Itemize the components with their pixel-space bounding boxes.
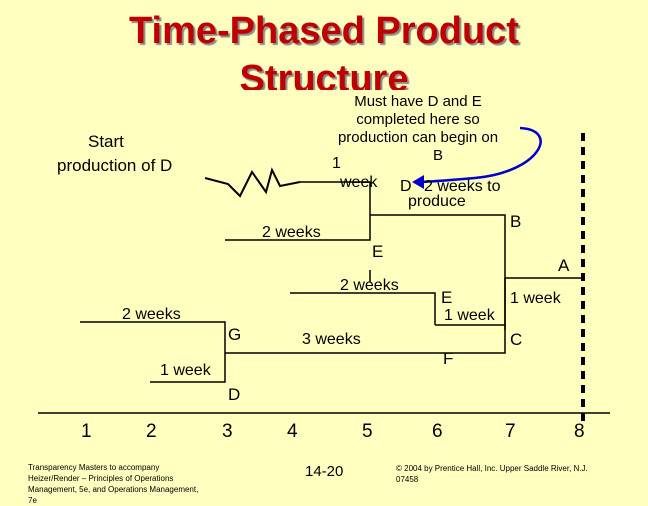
page-title: Time-Phased Product — [129, 10, 519, 52]
d-bottom-label: D — [228, 385, 241, 404]
axis-tick-3: 3 — [222, 421, 233, 442]
e-mid-label: E — [441, 288, 453, 307]
g-label: G — [228, 325, 242, 344]
a-label: A — [558, 256, 570, 275]
two-weeks-produce-label-1: 2 weeks to — [424, 178, 501, 195]
e-mid-branch — [290, 292, 436, 325]
d-to-b-branch — [370, 214, 506, 250]
two-weeks-label-3: 2 weeks — [122, 306, 181, 323]
start-squiggle-arrow — [204, 167, 301, 198]
note-arrow-head — [412, 175, 424, 189]
slide-number: 14-20 — [305, 463, 344, 480]
b-label: B — [510, 212, 522, 231]
d-bottom-branch — [150, 353, 226, 383]
two-weeks-label-1: 2 weeks — [262, 224, 321, 241]
g-branch — [80, 321, 226, 353]
axis-tick-7: 7 — [505, 421, 516, 442]
page-title-line-2: Structure — [239, 58, 409, 100]
week-label: week — [340, 174, 378, 191]
footer-copyright: © 2004 by Prentice Hall, Inc. Upper Sadd… — [396, 464, 588, 484]
one-week-e-label: 1 week — [444, 307, 495, 324]
f-label: F — [443, 349, 454, 368]
dependency-note: Must have D and E completed here so prod… — [318, 93, 518, 165]
c-label: C — [510, 330, 523, 349]
start-label-line-2: production of D — [57, 156, 173, 175]
d-top-branch — [300, 181, 371, 215]
one-week-a-label: 1 week — [510, 290, 561, 307]
one-week-d-label: 1 week — [160, 362, 211, 379]
axis-tick-6: 6 — [432, 421, 443, 442]
footer-credits: Transparency Masters to accompany Heizer… — [28, 463, 199, 505]
two-weeks-produce-label-2: produce — [408, 193, 466, 210]
two-weeks-label-2: 2 weeks — [340, 277, 399, 294]
axis-tick-8: 8 — [574, 421, 585, 442]
three-weeks-label: 3 weeks — [302, 331, 361, 348]
start-label-line-1: Start — [88, 132, 124, 151]
one-week-label: 1 — [332, 155, 341, 172]
note-arrow — [414, 126, 542, 184]
d-top-label: D — [400, 178, 412, 195]
axis-tick-4: 4 — [287, 421, 298, 442]
axis-tick-1: 1 — [81, 421, 92, 442]
e-top-branch — [225, 215, 371, 241]
e-top-label: E — [372, 242, 384, 261]
b-to-a-branch — [504, 250, 583, 279]
f-to-c-branch — [435, 325, 506, 354]
axis-tick-5: 5 — [362, 421, 373, 442]
axis-tick-2: 2 — [146, 421, 157, 442]
